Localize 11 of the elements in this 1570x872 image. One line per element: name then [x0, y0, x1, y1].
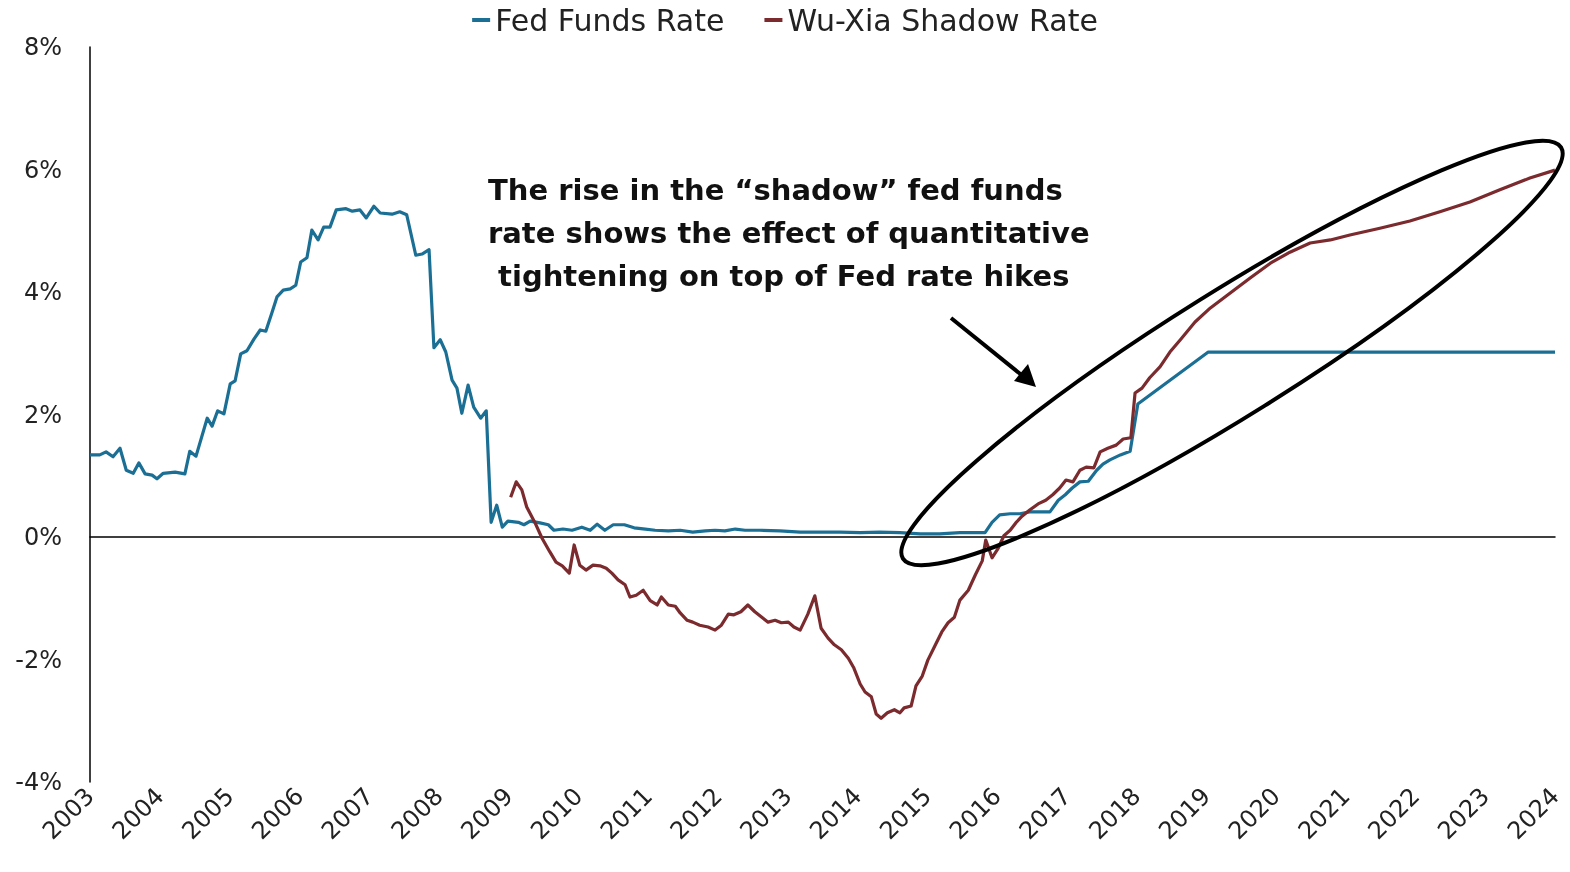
line-series [88, 204, 1557, 536]
legend-label: Wu-Xia Shadow Rate [787, 2, 1098, 38]
legend-label: Fed Funds Rate [495, 2, 725, 38]
y-tick-label: 8% [23, 33, 62, 61]
annotation: The rise in the “shadow” fed funds rate shows the effect of quantitative tightening on top of Fed rate hikes [488, 172, 1090, 293]
y-tick-label: 6% [23, 155, 62, 184]
y-tick-label: -4% [15, 768, 62, 796]
y-tick-label: 4% [23, 278, 62, 306]
y-tick-label: 0% [23, 523, 62, 551]
y-tick-label: 2% [23, 400, 62, 429]
y-tick-label: -2% [15, 645, 62, 674]
